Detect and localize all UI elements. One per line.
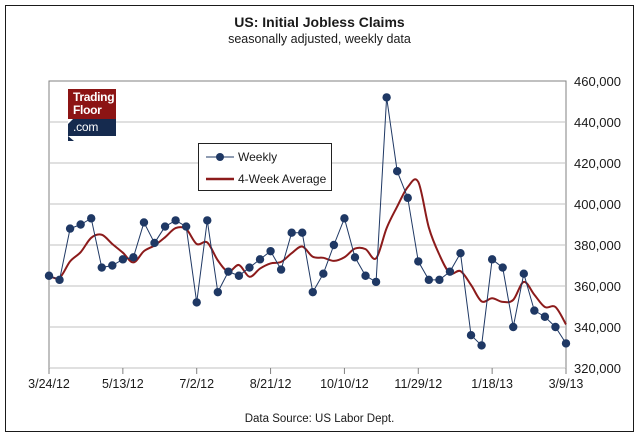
svg-text:440,000: 440,000 bbox=[574, 115, 621, 130]
svg-text:340,000: 340,000 bbox=[574, 320, 621, 335]
svg-text:7/2/12: 7/2/12 bbox=[179, 377, 214, 391]
svg-text:320,000: 320,000 bbox=[574, 361, 621, 376]
svg-text:460,000: 460,000 bbox=[574, 74, 621, 89]
svg-text:420,000: 420,000 bbox=[574, 156, 621, 171]
svg-text:400,000: 400,000 bbox=[574, 197, 621, 212]
svg-text:10/10/12: 10/10/12 bbox=[320, 377, 369, 391]
svg-text:3/9/13: 3/9/13 bbox=[549, 377, 584, 391]
svg-text:3/24/12: 3/24/12 bbox=[28, 377, 70, 391]
svg-text:8/21/12: 8/21/12 bbox=[250, 377, 292, 391]
svg-text:380,000: 380,000 bbox=[574, 238, 621, 253]
svg-text:360,000: 360,000 bbox=[574, 279, 621, 294]
svg-text:11/29/12: 11/29/12 bbox=[394, 377, 442, 391]
svg-text:5/13/12: 5/13/12 bbox=[102, 377, 144, 391]
svg-text:1/18/13: 1/18/13 bbox=[471, 377, 513, 391]
